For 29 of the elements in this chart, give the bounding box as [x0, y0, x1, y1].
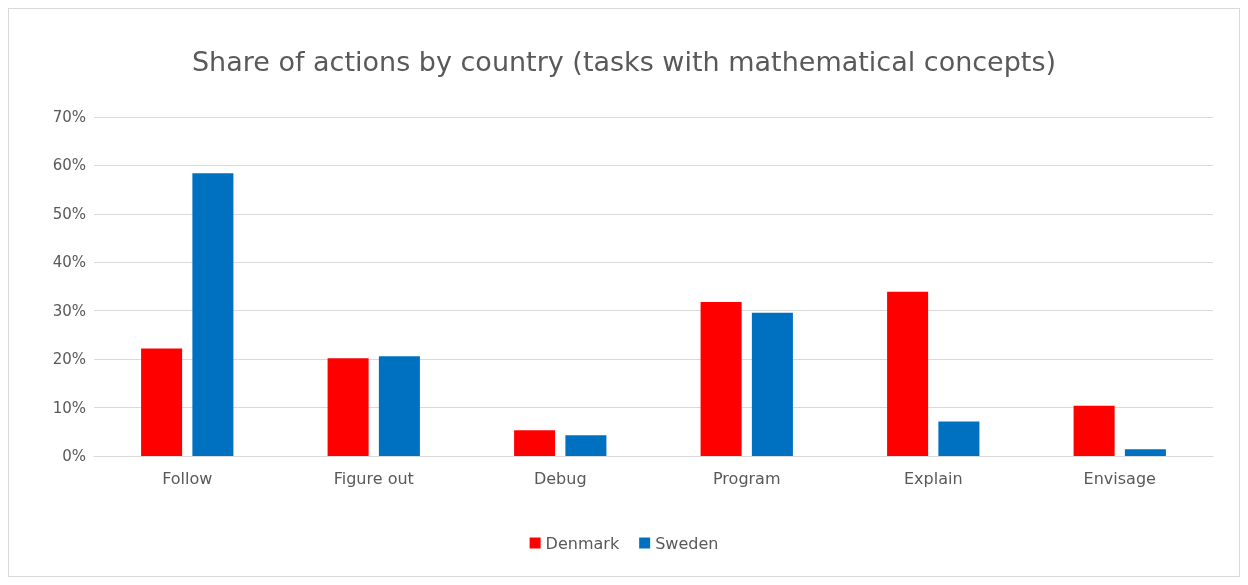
y-tick-label: 0% [62, 447, 86, 465]
y-tick-label: 10% [52, 398, 86, 417]
y-tick-label: 40% [52, 253, 86, 272]
chart-title: Share of actions by country (tasks with mathematical concepts) [191, 46, 1057, 77]
bar [378, 356, 420, 456]
x-tick-label: Explain [903, 468, 963, 488]
bar [327, 358, 369, 456]
bar [192, 173, 234, 456]
bar [565, 435, 607, 456]
y-tick-label: 70% [52, 108, 86, 126]
x-tick-label: Envisage [1083, 468, 1156, 488]
x-tick-label: Debug [533, 468, 587, 488]
y-tick-label: 20% [52, 350, 86, 369]
bar [887, 291, 929, 456]
y-tick-label: 50% [52, 204, 86, 223]
bar [141, 348, 183, 456]
bar [938, 421, 980, 456]
x-tick-label: Program [712, 468, 781, 488]
bar [700, 302, 742, 456]
x-tick-label: Figure out [333, 468, 414, 488]
legend-label: Sweden [655, 533, 719, 553]
y-tick-label: 60% [52, 156, 86, 175]
legend-label: Denmark [545, 533, 620, 553]
bar [1073, 405, 1115, 456]
bar [514, 430, 556, 456]
bar [751, 312, 793, 456]
y-tick-label: 30% [52, 301, 86, 320]
x-tick-label: Follow [162, 468, 213, 488]
bar [1124, 449, 1166, 456]
